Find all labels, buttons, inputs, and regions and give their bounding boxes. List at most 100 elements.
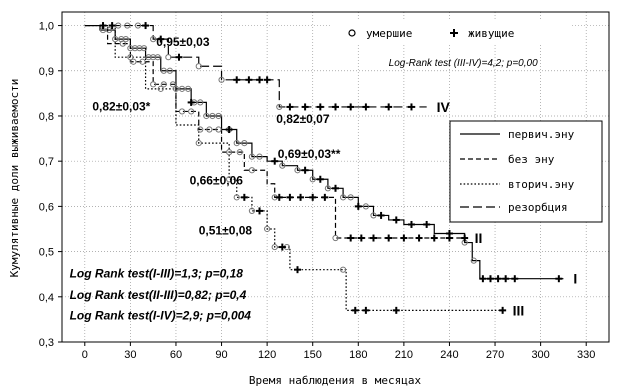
died-marker [154,54,161,61]
marker-legend: умершие живущие [330,20,570,44]
died-marker [195,63,202,70]
censored-marker [309,193,317,201]
censored-marker [377,211,385,219]
died-marker [172,85,180,92]
died-marker [241,139,248,147]
censored-marker [461,234,469,242]
censored-marker [157,35,165,43]
chart-annotation: Log Rank test(II-III)=0,82; p=0,4 [70,288,247,302]
died-marker [248,207,256,215]
annotations: 0,95±0,03 0,82±0,03* 0,82±0,07 0,69±0,03** 0… [70,35,538,322]
died-marker [248,153,256,160]
censored-marker [354,202,362,210]
died-marker [140,45,148,52]
line-legend-label-iv: резорбция [508,201,568,214]
died-marker [206,126,213,133]
died-marker [264,225,271,233]
chart-annotation: Log-Rank test (III-IV)=4,2; p=0,00 [389,58,538,69]
y-tick-label: 0,6 [39,201,54,213]
x-tick-label: 180 [349,349,367,361]
y-tick-label: 0,3 [39,337,54,349]
censored-marker [297,193,305,201]
censored-marker [294,266,302,274]
died-marker [236,149,243,156]
chart-annotation: 0,51±0,08 [199,223,253,237]
died-marker [106,26,113,34]
censored-marker [347,234,355,242]
censored-marker [351,306,359,314]
died-marker [127,54,134,61]
censored-marker [316,175,324,183]
x-tick-label: 330 [577,349,595,361]
censored-marker [555,275,563,283]
line-legend-box [449,120,603,223]
chart-annotation: 0,66±0,06 [190,174,244,188]
died-marker [209,112,216,120]
x-tick-label: 300 [531,349,549,361]
died-marker [122,36,129,43]
censored-marker [392,216,400,224]
censored-marker [479,275,487,283]
censored-marker [256,207,264,215]
chart-annotation: 0,69±0,03** [278,147,341,161]
censored-marker [233,76,241,84]
died-marker [197,126,204,133]
x-tick-label: 210 [395,349,413,361]
censored-marker [275,193,283,201]
died-marker [226,149,233,156]
censored-marker [385,103,393,111]
chart-annotation: 0,82±0,07 [276,112,330,126]
died-marker [271,243,278,251]
censored-marker [245,76,253,84]
died-marker [166,67,173,74]
censored-marker [321,193,329,201]
died-marker [279,162,286,169]
series-line-iv [84,24,427,108]
series-label-iv: IV [437,99,451,115]
died-marker [134,22,142,29]
x-tick-label: 0 [82,349,88,361]
censored-marker [502,275,510,283]
censored-marker [385,234,393,242]
censored-marker [499,306,507,314]
series-label-i: I [573,271,577,287]
censored-marker [407,103,415,111]
died-marker [185,85,192,92]
died-marker [197,99,204,106]
censored-marker [286,193,294,201]
died-legend-label: умершие [366,27,412,40]
died-marker [169,81,177,88]
died-marker [226,176,233,183]
died-marker [150,36,157,43]
axis-ticks: 0 30 60 90 120 150 180 210 240 270 300 330 0,3 0,4 0,5… [39,21,596,361]
censored-marker [362,306,370,314]
censored-marker [430,234,438,242]
x-tick-label: 30 [124,349,136,361]
censored-marker [511,275,519,283]
died-marker [130,58,137,65]
died-marker [131,45,139,52]
series-label-iii: III [513,302,525,318]
died-marker [233,194,240,201]
x-tick-label: 90 [215,349,227,361]
censored-marker [225,126,233,134]
x-tick-label: 120 [258,349,276,361]
died-marker [145,54,152,61]
died-marker [347,194,354,201]
chart-annotation: Log Rank test(I-IV)=2,9; p=0,004 [70,308,252,322]
y-axis-title: Кумулятивные доли выживаемости [8,79,21,278]
censored-marker [332,184,339,192]
y-tick-label: 0,8 [39,111,54,123]
plot-frame [61,11,610,343]
line-legend-label-iii: вторич.эну [508,178,575,191]
line-legend-label-i: первич.эну [508,128,575,141]
x-tick-label: 240 [440,349,458,361]
died-marker [362,203,369,210]
alive-legend-symbol [450,29,458,37]
censored-marker [175,53,183,61]
died-legend-symbol [348,29,356,37]
censored-marker [445,234,453,242]
censored-marker [263,76,271,84]
y-tick-label: 0,9 [39,66,54,78]
